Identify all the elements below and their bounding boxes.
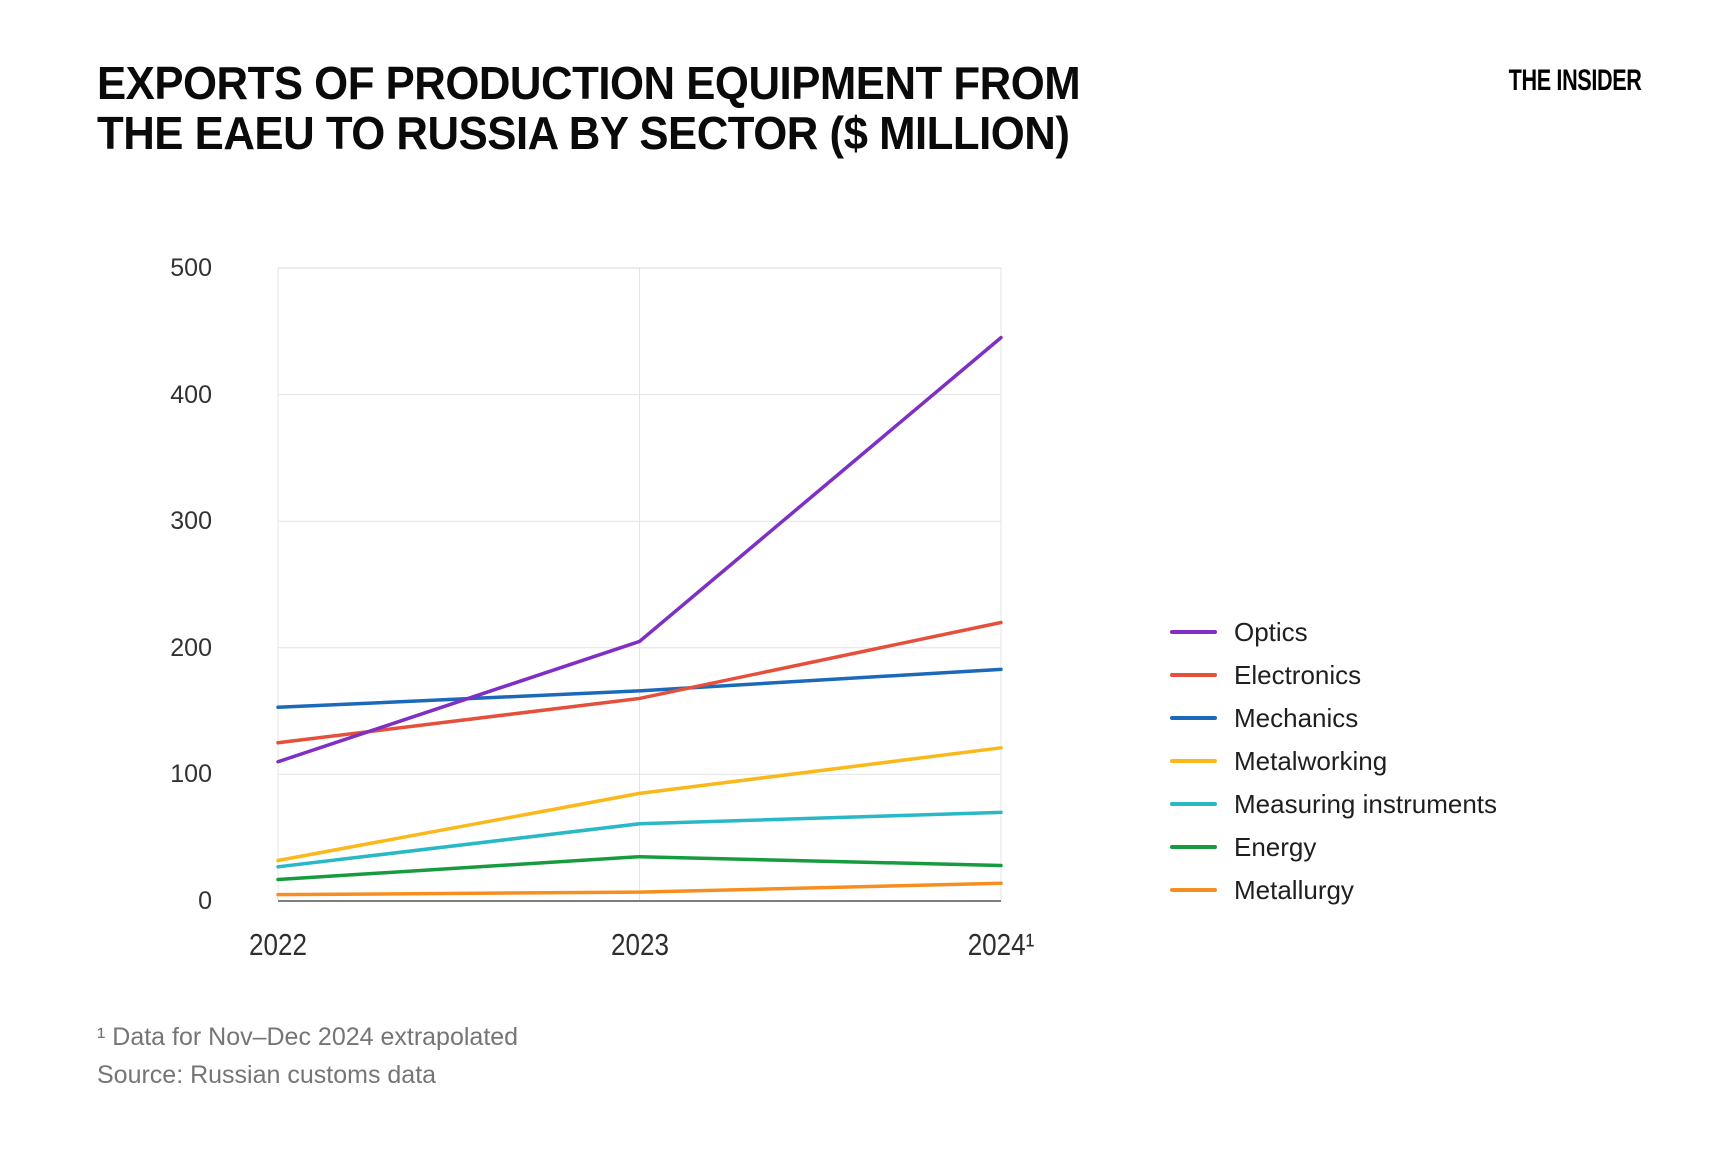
legend-label: Measuring instruments	[1234, 788, 1497, 819]
y-axis-label: 300	[170, 507, 212, 536]
brand-logo: THE INSIDER	[1509, 64, 1642, 97]
legend-item-metallurgy: Metallurgy	[1170, 874, 1497, 905]
footnote-source: Source: Russian customs data	[97, 1061, 437, 1089]
legend-label: Metalworking	[1234, 745, 1388, 776]
y-axis-label: 0	[198, 887, 212, 915]
footnote-extrapolated: ¹ Data for Nov–Dec 2024 extrapolated	[97, 1023, 519, 1051]
title-line-2: THE EAEU TO RUSSIA BY SECTOR ($ MILLION)	[97, 107, 1070, 159]
legend-label: Mechanics	[1234, 702, 1359, 733]
x-axis-label: 2024¹	[967, 927, 1035, 962]
legend-item-optics: Optics	[1170, 616, 1497, 647]
y-axis-label: 400	[170, 380, 212, 409]
legend-label: Energy	[1234, 831, 1317, 862]
y-axis-label: 100	[170, 760, 212, 789]
series-line-optics	[276, 335, 1003, 764]
legend-swatch-metalworking	[1170, 759, 1217, 763]
series-line-metalworking	[276, 746, 1003, 863]
legend-label: Electronics	[1234, 659, 1362, 690]
x-axis-label: 2022	[249, 927, 307, 962]
legend-item-mechanics: Mechanics	[1170, 702, 1497, 733]
series-line-metallurgy	[276, 881, 1003, 897]
title-line-1: EXPORTS OF PRODUCTION EQUIPMENT FROM	[97, 57, 1081, 109]
legend-item-electronics: Electronics	[1170, 659, 1497, 690]
legend-swatch-electronics	[1170, 673, 1217, 677]
legend-label: Optics	[1234, 616, 1308, 647]
y-axis-label: 500	[170, 254, 212, 282]
series-line-mechanics	[276, 667, 1003, 710]
legend-swatch-mechanics	[1170, 716, 1217, 720]
y-axis-label: 200	[170, 633, 212, 662]
legend-item-measuring-instruments: Measuring instruments	[1170, 788, 1497, 819]
legend-swatch-optics	[1170, 630, 1217, 634]
footnotes: ¹ Data for Nov–Dec 2024 extrapolated Sou…	[97, 1024, 518, 1100]
page-title: EXPORTS OF PRODUCTION EQUIPMENT FROM THE…	[97, 57, 1081, 159]
legend-swatch-energy	[1170, 845, 1217, 849]
legend-swatch-measuring-instruments	[1170, 802, 1217, 806]
series-line-electronics	[276, 620, 1003, 745]
legend-label: Metallurgy	[1234, 874, 1354, 905]
x-axis-label: 2023	[610, 927, 669, 962]
chart-legend: Optics Electronics Mechanics Metalworking Me…	[1170, 616, 1497, 905]
legend-swatch-metallurgy	[1170, 888, 1217, 892]
legend-item-metalworking: Metalworking	[1170, 745, 1497, 776]
series-line-energy	[276, 854, 1003, 882]
series-line-measuring-instruments	[276, 810, 1003, 869]
legend-item-energy: Energy	[1170, 831, 1497, 862]
